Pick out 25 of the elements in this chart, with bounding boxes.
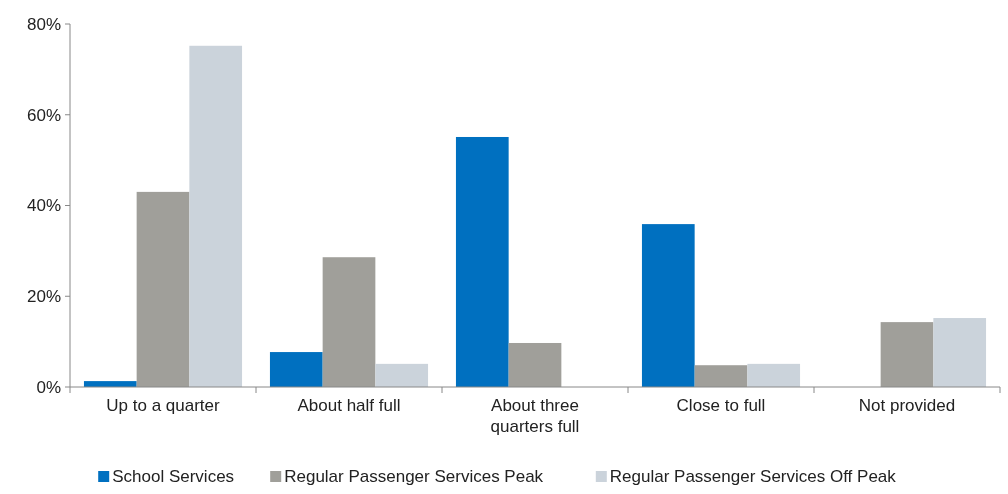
bar	[694, 365, 748, 387]
y-tick-label: 40%	[26, 196, 61, 216]
y-tick-label: 0%	[36, 377, 61, 397]
x-tick-label: About half full	[297, 396, 401, 415]
bar	[189, 45, 243, 387]
bar	[933, 318, 987, 387]
bar	[322, 257, 376, 387]
bar	[508, 342, 562, 387]
x-tick-label: About three quarters full	[490, 396, 580, 436]
y-tick-label: 80%	[26, 14, 61, 34]
x-tick-label: Up to a quarter	[106, 396, 221, 415]
bar	[375, 363, 429, 387]
y-tick-label: 20%	[26, 287, 61, 307]
x-tick-label: Close to full	[676, 396, 766, 415]
bar	[747, 363, 801, 387]
bar	[641, 224, 695, 387]
legend-label: Regular Passenger Services Off Peak	[609, 467, 897, 486]
x-tick-label: Not provided	[858, 396, 956, 415]
bar	[269, 352, 323, 387]
bar	[455, 136, 509, 387]
bar	[136, 191, 190, 387]
y-tick-label: 60%	[26, 105, 61, 125]
bar	[880, 322, 934, 387]
legend-label: Regular Passenger Services Peak	[284, 467, 544, 486]
legend-label: School Services	[112, 467, 235, 486]
